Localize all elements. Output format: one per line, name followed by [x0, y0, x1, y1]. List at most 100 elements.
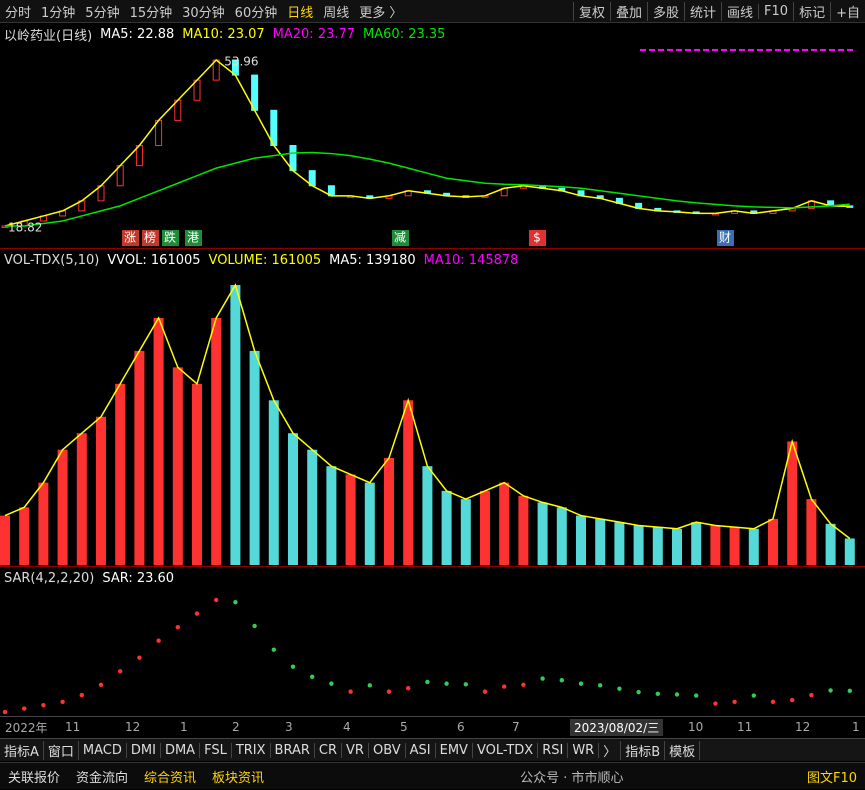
volume-bar	[710, 525, 721, 565]
timeframe-tab[interactable]: 5分钟	[85, 5, 120, 21]
timeframe-tab[interactable]: 分时	[5, 5, 32, 21]
date-label: 12	[795, 720, 811, 734]
indicator-tab[interactable]: 模板	[665, 740, 701, 760]
tool-button[interactable]: 叠加	[609, 1, 647, 21]
indicator-tab[interactable]: BRAR	[271, 742, 315, 758]
indicator-tab[interactable]: FSL	[200, 742, 232, 758]
indicator-tab[interactable]: ASI	[406, 742, 436, 758]
event-label[interactable]: 减	[394, 231, 406, 245]
indicator-tab[interactable]: 〉	[599, 740, 622, 760]
volume-bar	[230, 285, 241, 565]
ma60-line	[5, 151, 850, 227]
event-label[interactable]: 榜	[144, 230, 156, 245]
volume-bar	[825, 523, 836, 565]
indicator-value: MA5: 139180	[329, 252, 416, 268]
volume-bar	[307, 449, 318, 565]
tool-button[interactable]: 标记	[793, 1, 830, 21]
indicator-tab[interactable]: RSI	[538, 742, 569, 758]
sar-dot	[502, 684, 507, 689]
event-label[interactable]: 港	[187, 231, 199, 245]
event-badge	[185, 230, 202, 246]
sar-dot	[578, 681, 584, 686]
date-label: 1	[852, 720, 860, 734]
bottom-bar: 关联报价 资金流向 综合资讯 板块资讯 公众号 · 市市顺心 图文F10	[0, 762, 865, 789]
timeframe-tab[interactable]: 周线	[323, 5, 350, 21]
volume-bar	[480, 490, 490, 565]
indicator-tab[interactable]: DMI	[127, 742, 161, 758]
event-label[interactable]: 财	[719, 231, 731, 245]
timeframe-tab[interactable]: 15分钟	[129, 5, 173, 21]
volume-bar	[441, 490, 452, 565]
date-label: 5	[400, 720, 408, 734]
sar-dot	[540, 676, 545, 681]
volume-bar	[614, 522, 625, 565]
date-label: 1	[180, 720, 188, 734]
sar-dot	[732, 699, 737, 705]
info-tab[interactable]: 综合资讯	[144, 770, 197, 786]
indicator-tab[interactable]: 指标B	[621, 740, 666, 760]
indicator-tab[interactable]: EMV	[436, 742, 473, 758]
info-tab[interactable]: 资金流向	[76, 770, 129, 786]
timeframe-tab[interactable]: 30分钟	[182, 5, 225, 21]
date-label: 2	[232, 720, 240, 734]
sar-dot	[790, 697, 795, 703]
tool-button[interactable]: 复权	[572, 1, 610, 21]
sar-dot	[214, 597, 219, 603]
sar-dot	[713, 701, 718, 706]
volume-bar	[76, 433, 87, 565]
f10-link[interactable]: 图文F10	[806, 770, 857, 786]
timeframe-tab[interactable]: 60分钟	[234, 5, 278, 21]
tool-button[interactable]: 画线	[721, 1, 758, 21]
volume-bar	[268, 400, 279, 565]
date-label: 4	[343, 720, 351, 734]
volume-bar	[518, 495, 529, 565]
event-badge	[162, 230, 179, 246]
indicator-tab[interactable]: VR	[342, 742, 369, 758]
timeframe-tab[interactable]: 更多 〉	[359, 5, 403, 21]
volume-bar	[729, 527, 740, 565]
indicator-tab[interactable]: WR	[568, 742, 600, 758]
event-label[interactable]: $	[533, 231, 541, 245]
sar-dot	[521, 682, 526, 688]
tool-button[interactable]: 统计	[684, 1, 721, 21]
sar-dot	[156, 638, 161, 643]
toolbar: 分时 1分钟 5分钟 15分钟 30分钟 60分钟 日线 周线 更多 〉 复权 叠加 多股 统计 画线 F1…	[0, 0, 865, 23]
timeframe-tab[interactable]: 日线	[287, 5, 314, 21]
volume-bar	[844, 538, 855, 565]
info-tab[interactable]: 板块资讯	[212, 770, 265, 786]
volume-bar	[326, 466, 337, 565]
volume-bar	[537, 502, 548, 565]
sar-dot	[770, 699, 776, 705]
indicator-tabs: 指标A 窗口 MACD DMI DMA FSL TRIX BRAR CR VR OBV ASI EMV V…	[0, 738, 865, 761]
indicator-value: MA20: 23.77	[272, 26, 356, 42]
volume-bar	[460, 499, 471, 565]
sar-dot	[329, 681, 334, 686]
date-label: 2023/08/02/三	[570, 718, 664, 736]
sar-dot	[406, 686, 411, 691]
indicator-value: MA10: 145878	[423, 252, 519, 268]
tool-button[interactable]: +自	[830, 1, 865, 21]
sar-dot	[290, 664, 296, 669]
close-line	[4, 58, 850, 227]
sar-dot	[98, 682, 104, 688]
date-axis: 2022年 11 12 1 2 3 4 5 6 7 2023/08/02/三 10 11 12 1	[0, 716, 865, 737]
sar-dot	[310, 674, 315, 680]
event-label[interactable]: 涨	[124, 230, 136, 245]
indicator-tab[interactable]: TRIX	[232, 742, 271, 758]
event-label[interactable]: 跌	[164, 230, 176, 245]
sar-dot	[444, 681, 449, 686]
indicator-tab[interactable]: OBV	[369, 742, 406, 758]
indicator-tab[interactable]: 指标A	[0, 740, 44, 760]
tool-button[interactable]: F10	[758, 3, 793, 19]
indicator-tab[interactable]: VOL-TDX	[473, 742, 539, 758]
indicator-tab[interactable]: DMA	[161, 742, 201, 758]
event-badge	[122, 230, 139, 246]
sar-dot	[41, 703, 46, 708]
tool-button[interactable]: 多股	[647, 1, 684, 21]
info-tab[interactable]: 关联报价	[8, 770, 61, 786]
indicator-tab[interactable]: MACD	[79, 742, 127, 758]
timeframe-tab[interactable]: 1分钟	[41, 5, 76, 21]
indicator-tab[interactable]: CR	[315, 742, 343, 758]
indicator-tab[interactable]: 窗口	[44, 740, 79, 760]
